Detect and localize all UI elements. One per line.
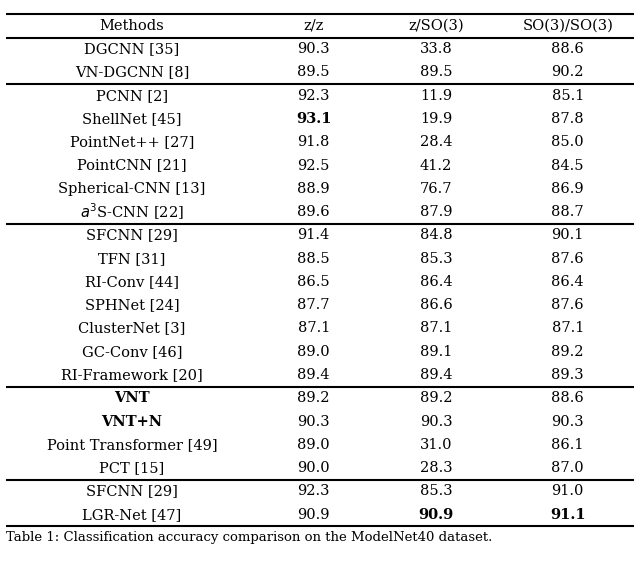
- Text: Spherical-CNN [13]: Spherical-CNN [13]: [58, 182, 205, 196]
- Text: SO(3)/SO(3): SO(3)/SO(3): [522, 19, 613, 33]
- Text: PCNN [2]: PCNN [2]: [96, 89, 168, 102]
- Text: 91.8: 91.8: [298, 135, 330, 149]
- Text: 89.3: 89.3: [552, 368, 584, 382]
- Text: 87.9: 87.9: [420, 205, 452, 219]
- Text: 86.1: 86.1: [552, 438, 584, 452]
- Text: SFCNN [29]: SFCNN [29]: [86, 228, 178, 242]
- Text: TFN [31]: TFN [31]: [98, 251, 166, 266]
- Text: 85.3: 85.3: [420, 251, 452, 266]
- Text: VNT: VNT: [114, 391, 150, 405]
- Text: RI-Conv [44]: RI-Conv [44]: [85, 275, 179, 289]
- Text: 19.9: 19.9: [420, 112, 452, 126]
- Text: Methods: Methods: [99, 19, 164, 33]
- Text: 88.9: 88.9: [298, 182, 330, 196]
- Text: 90.2: 90.2: [552, 65, 584, 80]
- Text: 90.3: 90.3: [298, 42, 330, 56]
- Text: 41.2: 41.2: [420, 159, 452, 172]
- Text: 85.3: 85.3: [420, 484, 452, 498]
- Text: PCT [15]: PCT [15]: [99, 461, 164, 475]
- Text: 88.5: 88.5: [298, 251, 330, 266]
- Text: 31.0: 31.0: [420, 438, 452, 452]
- Text: 88.7: 88.7: [552, 205, 584, 219]
- Text: 87.6: 87.6: [552, 251, 584, 266]
- Text: 87.6: 87.6: [552, 298, 584, 312]
- Text: 89.0: 89.0: [298, 345, 330, 358]
- Text: 90.3: 90.3: [552, 415, 584, 428]
- Text: 86.5: 86.5: [298, 275, 330, 289]
- Text: 84.8: 84.8: [420, 228, 452, 242]
- Text: 86.4: 86.4: [420, 275, 452, 289]
- Text: 89.5: 89.5: [298, 65, 330, 80]
- Text: 87.1: 87.1: [298, 321, 330, 336]
- Text: 91.0: 91.0: [552, 484, 584, 498]
- Text: 88.6: 88.6: [552, 391, 584, 405]
- Text: 92.3: 92.3: [298, 89, 330, 102]
- Text: SFCNN [29]: SFCNN [29]: [86, 484, 178, 498]
- Text: 84.5: 84.5: [552, 159, 584, 172]
- Text: 86.6: 86.6: [420, 298, 452, 312]
- Text: 33.8: 33.8: [420, 42, 452, 56]
- Text: Point Transformer [49]: Point Transformer [49]: [47, 438, 217, 452]
- Text: ClusterNet [3]: ClusterNet [3]: [78, 321, 186, 336]
- Text: 87.7: 87.7: [298, 298, 330, 312]
- Text: 87.1: 87.1: [420, 321, 452, 336]
- Text: 90.3: 90.3: [420, 415, 452, 428]
- Text: 90.9: 90.9: [298, 508, 330, 522]
- Text: 90.9: 90.9: [419, 508, 454, 522]
- Text: 89.0: 89.0: [298, 438, 330, 452]
- Text: 87.1: 87.1: [552, 321, 584, 336]
- Text: 90.1: 90.1: [552, 228, 584, 242]
- Text: 28.4: 28.4: [420, 135, 452, 149]
- Text: 76.7: 76.7: [420, 182, 452, 196]
- Text: PointNet++ [27]: PointNet++ [27]: [70, 135, 194, 149]
- Text: DGCNN [35]: DGCNN [35]: [84, 42, 179, 56]
- Text: 88.6: 88.6: [552, 42, 584, 56]
- Text: Table 1: Classification accuracy comparison on the ModelNet40 dataset.: Table 1: Classification accuracy compari…: [6, 531, 493, 544]
- Text: 89.5: 89.5: [420, 65, 452, 80]
- Text: 86.4: 86.4: [552, 275, 584, 289]
- Text: VN-DGCNN [8]: VN-DGCNN [8]: [75, 65, 189, 80]
- Text: 90.0: 90.0: [298, 461, 330, 475]
- Text: 92.5: 92.5: [298, 159, 330, 172]
- Text: 28.3: 28.3: [420, 461, 452, 475]
- Text: LGR-Net [47]: LGR-Net [47]: [82, 508, 182, 522]
- Text: $a^3$S-CNN [22]: $a^3$S-CNN [22]: [80, 202, 184, 222]
- Text: SPHNet [24]: SPHNet [24]: [84, 298, 179, 312]
- Text: 89.6: 89.6: [298, 205, 330, 219]
- Text: 89.2: 89.2: [552, 345, 584, 358]
- Text: 87.0: 87.0: [552, 461, 584, 475]
- Text: 92.3: 92.3: [298, 484, 330, 498]
- Text: 87.8: 87.8: [552, 112, 584, 126]
- Text: 89.1: 89.1: [420, 345, 452, 358]
- Text: VNT+N: VNT+N: [101, 415, 163, 428]
- Text: 90.3: 90.3: [298, 415, 330, 428]
- Text: GC-Conv [46]: GC-Conv [46]: [81, 345, 182, 358]
- Text: 11.9: 11.9: [420, 89, 452, 102]
- Text: ShellNet [45]: ShellNet [45]: [82, 112, 182, 126]
- Text: 89.2: 89.2: [298, 391, 330, 405]
- Text: 89.4: 89.4: [298, 368, 330, 382]
- Text: 89.2: 89.2: [420, 391, 452, 405]
- Text: PointCNN [21]: PointCNN [21]: [77, 159, 187, 172]
- Text: 91.4: 91.4: [298, 228, 330, 242]
- Text: 85.1: 85.1: [552, 89, 584, 102]
- Text: 89.4: 89.4: [420, 368, 452, 382]
- Text: 85.0: 85.0: [552, 135, 584, 149]
- Text: RI-Framework [20]: RI-Framework [20]: [61, 368, 203, 382]
- Text: 86.9: 86.9: [552, 182, 584, 196]
- Text: z/SO(3): z/SO(3): [408, 19, 464, 33]
- Text: 91.1: 91.1: [550, 508, 586, 522]
- Text: 93.1: 93.1: [296, 112, 332, 126]
- Text: z/z: z/z: [303, 19, 324, 33]
